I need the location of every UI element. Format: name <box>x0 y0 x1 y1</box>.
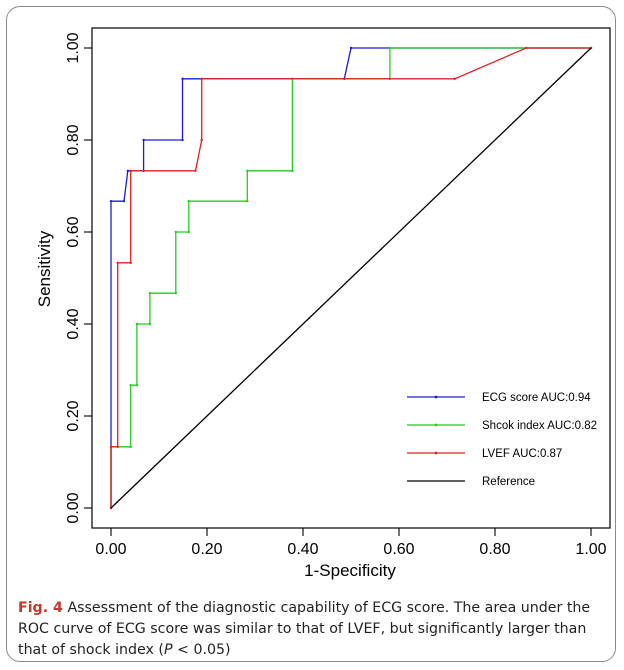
figure-label: Fig. 4 <box>18 600 63 616</box>
series-point <box>200 138 203 142</box>
figure-frame <box>6 6 616 662</box>
series-point <box>181 77 184 81</box>
series-point <box>200 77 203 81</box>
series-point <box>129 445 132 449</box>
series-point <box>116 261 119 265</box>
series-point <box>116 445 119 449</box>
series-point <box>148 322 152 326</box>
legend-label: ECG score AUC:0.94 <box>482 392 591 404</box>
series-point <box>187 230 190 234</box>
series-point <box>525 46 528 50</box>
legend-marker <box>434 451 438 455</box>
legend-label: Reference <box>482 476 535 488</box>
y-tick-label: 0.80 <box>65 124 82 155</box>
series-point <box>246 169 249 173</box>
figure-caption: Fig. 4 Assessment of the diagnostic capa… <box>18 598 608 661</box>
plot-area <box>91 27 611 529</box>
series-point <box>174 230 177 234</box>
series-point <box>129 261 132 265</box>
series-point <box>122 199 126 203</box>
series-point <box>349 46 353 50</box>
series-point <box>194 169 197 173</box>
plot-box <box>91 27 611 529</box>
series-point <box>291 169 294 173</box>
x-tick-label: 0.40 <box>287 541 318 558</box>
legend: ECG score AUC:0.94 Shcok index AUC:0.82 LV… <box>407 392 597 488</box>
y-tick-label: 0.40 <box>65 308 82 339</box>
series-point <box>148 291 152 295</box>
y-tick-label: 0.20 <box>65 400 82 431</box>
x-axis-label: 1-Specificity <box>304 561 396 580</box>
roc-chart: 0.00 0.20 0.40 0.60 0.80 1.00 0.00 0.20 0.40 0.6… <box>35 27 611 580</box>
y-axis-label: Sensitivity <box>35 230 54 307</box>
caption-p-symbol: P <box>163 642 173 658</box>
y-tick-label: 1.00 <box>65 32 82 63</box>
legend-label: Shcok index AUC:0.82 <box>482 420 597 432</box>
series-point <box>109 445 113 449</box>
legend-label: LVEF AUC:0.87 <box>482 448 562 460</box>
series-point <box>187 199 190 203</box>
x-tick-label: 0.60 <box>383 541 414 558</box>
series-point <box>126 169 129 173</box>
caption-p-value: < 0.05) <box>172 642 231 658</box>
series-point <box>388 46 392 50</box>
series-point <box>129 169 132 173</box>
series-point <box>181 138 184 142</box>
series-point <box>135 383 139 387</box>
series-point <box>142 138 145 142</box>
series-point <box>246 199 249 203</box>
series-lines <box>109 46 593 510</box>
y-tick-label: 0.60 <box>65 216 82 247</box>
x-axis-ticks: 0.00 0.20 0.40 0.60 0.80 1.00 <box>95 528 607 558</box>
series-point <box>135 322 139 326</box>
x-tick-label: 1.00 <box>575 541 606 558</box>
y-axis-ticks: 0.00 0.20 0.40 0.60 0.80 1.00 <box>65 32 92 524</box>
x-tick-label: 0.80 <box>479 541 510 558</box>
caption-text: Assessment of the diagnostic capability … <box>18 600 591 658</box>
series-point <box>174 291 177 295</box>
legend-marker <box>434 395 438 399</box>
series-point <box>453 77 456 81</box>
y-tick-label: 0.00 <box>65 492 82 523</box>
series-point <box>109 199 113 203</box>
x-tick-label: 0.00 <box>95 541 126 558</box>
x-tick-label: 0.20 <box>191 541 222 558</box>
series-line-3 <box>110 47 592 509</box>
series-point <box>129 383 132 387</box>
legend-marker <box>434 423 438 427</box>
